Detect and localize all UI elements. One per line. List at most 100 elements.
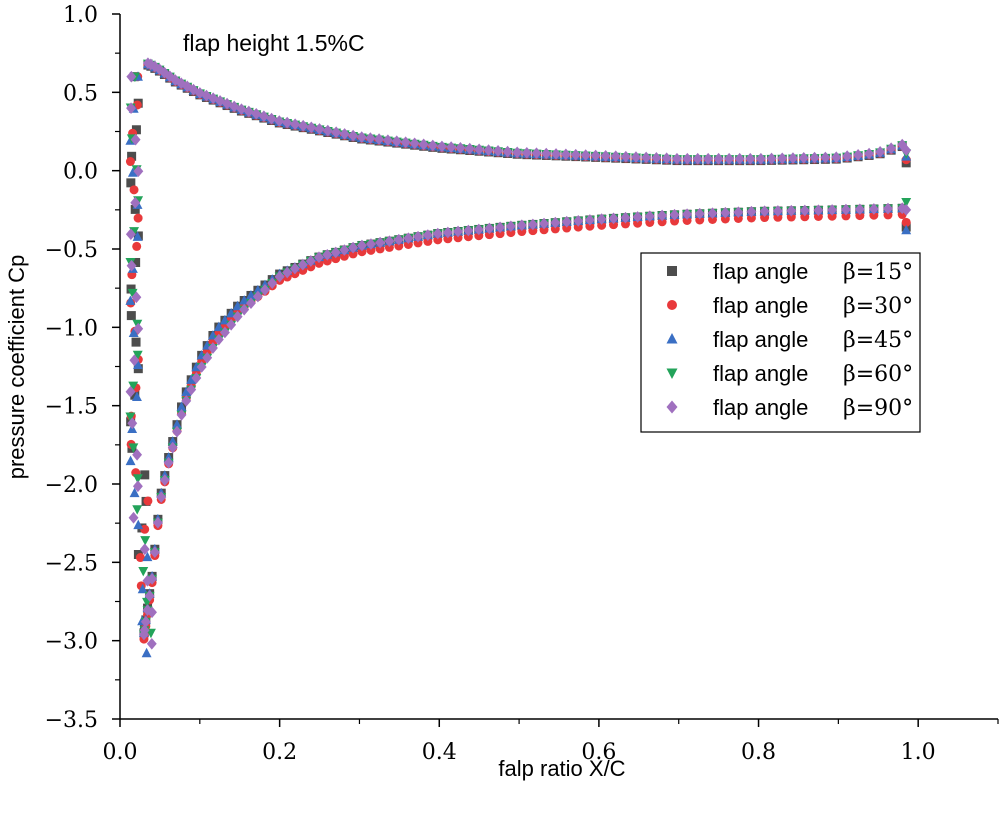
data-point	[140, 524, 150, 534]
data-point	[766, 152, 777, 165]
data-point	[745, 152, 756, 165]
data-point	[140, 536, 151, 546]
data-point	[125, 295, 136, 305]
data-point	[282, 116, 293, 129]
data-point	[788, 152, 798, 164]
data-point	[610, 150, 621, 163]
data-point	[130, 390, 140, 400]
x-tick-label: 0.2	[262, 740, 297, 765]
data-point	[672, 152, 682, 165]
data-point	[382, 134, 393, 147]
legend-beta-label: β=45°	[843, 328, 913, 353]
data-point	[584, 214, 595, 226]
data-point	[400, 136, 411, 149]
data-point	[432, 227, 443, 240]
data-point	[868, 203, 879, 215]
data-point	[147, 573, 158, 585]
x-tick-label: 0.6	[581, 740, 616, 765]
data-point	[146, 637, 157, 650]
data-point	[139, 543, 150, 556]
data-point	[391, 135, 402, 148]
data-point	[188, 83, 199, 96]
data-point	[167, 436, 178, 446]
data-point	[147, 606, 157, 619]
data-point	[226, 318, 237, 331]
data-point	[213, 333, 224, 346]
data-point	[125, 412, 136, 422]
data-point	[127, 417, 138, 430]
data-point	[573, 215, 584, 227]
data-point	[314, 123, 325, 135]
flap-height-annotation: flap height 1.5%C	[183, 30, 365, 56]
legend: flap angle β=15° flap angle β=30° flap angle…	[640, 252, 921, 433]
legend-marker	[666, 400, 678, 414]
data-point	[551, 148, 561, 160]
data-point	[306, 121, 317, 134]
data-point	[657, 209, 668, 222]
data-point	[901, 224, 912, 235]
data-point	[374, 133, 385, 145]
data-point	[901, 203, 912, 216]
data-point	[541, 147, 552, 160]
data-point	[348, 129, 359, 142]
data-point	[348, 241, 359, 254]
data-point	[132, 231, 143, 241]
data-point	[365, 132, 376, 144]
x-tick-label: 0.4	[422, 740, 457, 765]
data-point	[243, 105, 254, 118]
data-point	[842, 150, 853, 163]
data-point	[282, 266, 293, 279]
data-point	[132, 350, 143, 361]
data-point	[356, 239, 367, 252]
data-point	[251, 107, 262, 120]
data-point	[129, 185, 139, 195]
legend-label: flap angle	[713, 259, 808, 284]
data-point	[521, 146, 532, 159]
data-point	[561, 215, 572, 228]
data-point	[127, 151, 137, 161]
data-point	[142, 604, 153, 616]
data-point	[631, 151, 641, 163]
data-point	[236, 103, 247, 116]
data-point	[219, 326, 230, 339]
data-point	[202, 351, 213, 364]
data-point	[258, 110, 269, 123]
data-point	[232, 310, 243, 323]
data-point	[474, 143, 485, 156]
data-point	[142, 551, 153, 562]
legend-marker	[666, 368, 678, 379]
data-point	[827, 204, 838, 216]
data-point	[131, 337, 141, 347]
legend-beta-label: β=90°	[843, 396, 913, 421]
data-point	[126, 178, 136, 188]
data-point	[641, 151, 652, 164]
data-point	[128, 443, 139, 453]
data-point	[156, 491, 167, 503]
legend-beta-label: β=60°	[843, 362, 913, 387]
series-5	[125, 57, 912, 650]
data-point	[418, 138, 429, 151]
data-point	[246, 290, 256, 300]
data-point	[384, 235, 395, 248]
data-point	[422, 229, 433, 241]
data-point	[167, 441, 178, 454]
data-point	[246, 297, 256, 310]
data-point	[126, 311, 136, 321]
data-point	[133, 322, 144, 335]
data-point	[140, 470, 150, 480]
data-point	[733, 206, 744, 219]
data-point	[724, 152, 735, 165]
data-point	[163, 456, 174, 469]
y-tick-label: 0.0	[63, 160, 98, 185]
data-point	[464, 142, 475, 155]
data-marks	[125, 57, 912, 658]
data-point	[694, 207, 705, 220]
data-point	[632, 211, 643, 223]
data-point	[128, 381, 139, 392]
data-point	[201, 89, 212, 102]
data-point	[854, 203, 865, 216]
data-point	[208, 92, 219, 105]
data-point	[539, 217, 549, 230]
y-tick-label: −0.5	[45, 238, 98, 263]
